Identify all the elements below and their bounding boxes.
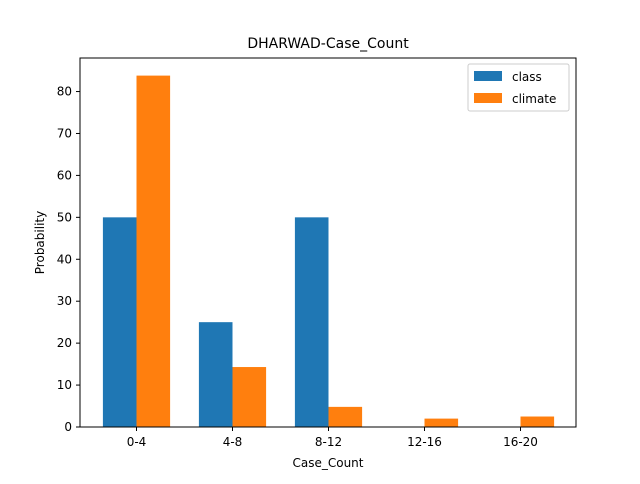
y-tick-label: 0 (64, 420, 72, 434)
y-tick-label: 70 (57, 126, 72, 140)
y-axis-label: Probability (33, 211, 47, 274)
chart-title: DHARWAD-Case_Count (247, 36, 409, 52)
legend-swatch-class (474, 71, 502, 81)
bar-class-8-12 (294, 217, 329, 427)
bar-climate-0-4 (136, 75, 171, 428)
bar-climate-12-16 (424, 418, 459, 427)
bar-climate-16-20 (520, 416, 555, 427)
plot-frame (79, 57, 577, 428)
legend-label-class: class (512, 70, 542, 84)
x-tick-label: 16-20 (503, 435, 538, 449)
x-tick-label: 4-8 (223, 435, 243, 449)
bar-class-4-8 (198, 322, 233, 427)
y-tick-label: 80 (57, 85, 72, 99)
x-axis-label: Case_Count (292, 456, 363, 470)
y-tick-label: 50 (57, 210, 72, 224)
bars-layer (102, 75, 555, 428)
y-tick-label: 60 (57, 168, 72, 182)
axes-layer: 0-4 4-8 8-12 12-16 16-20 0 10 20 30 40 50 60 70 80 (57, 85, 538, 449)
legend-swatch-climate (474, 93, 502, 103)
bar-climate-4-8 (232, 367, 267, 427)
bar-climate-8-12 (328, 406, 363, 427)
x-tick-label: 0-4 (127, 435, 147, 449)
y-tick-label: 40 (57, 252, 72, 266)
x-tick-label: 12-16 (407, 435, 442, 449)
y-tick-label: 20 (57, 336, 72, 350)
legend-label-climate: climate (512, 92, 556, 106)
y-tick-label: 30 (57, 294, 72, 308)
x-tick-label: 8-12 (315, 435, 342, 449)
y-tick-label: 10 (57, 378, 72, 392)
legend: class climate (467, 63, 570, 112)
bar-class-0-4 (102, 217, 137, 427)
